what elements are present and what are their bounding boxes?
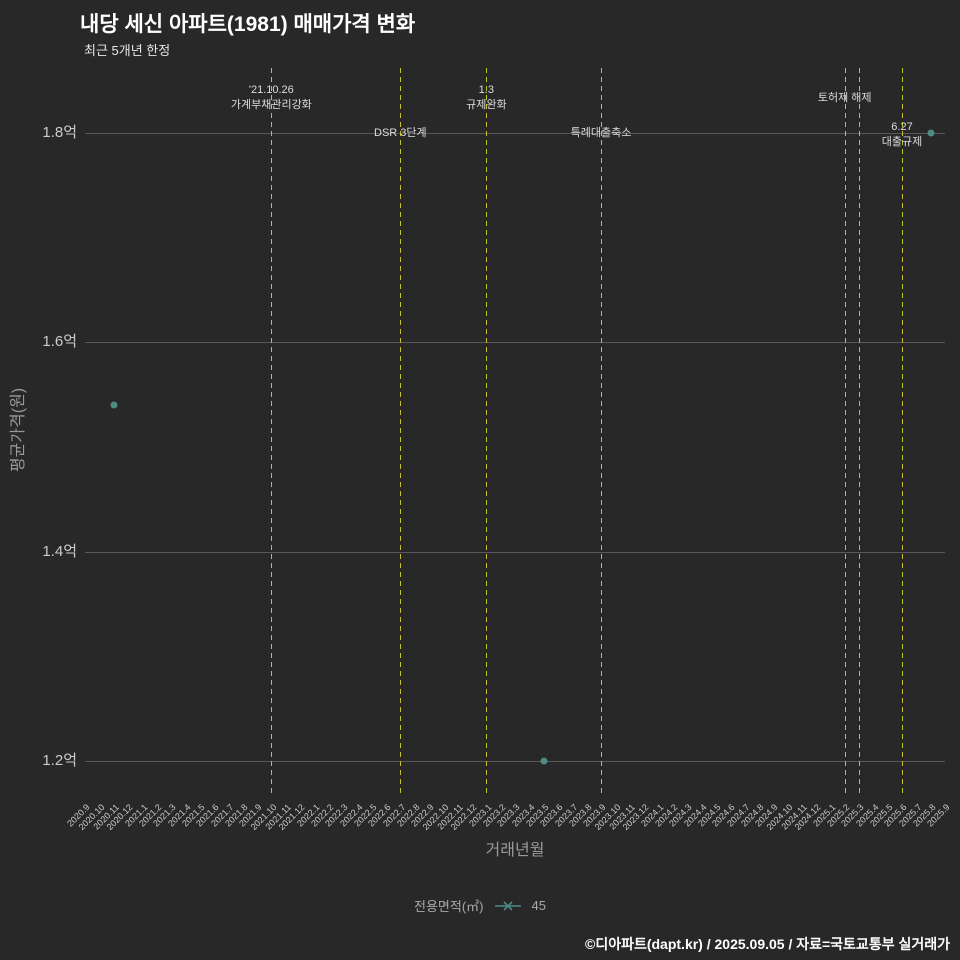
legend: 전용면적(㎡) 45 <box>0 896 960 915</box>
footer-credit: ©디아파트(dapt.kr) / 2025.09.05 / 자료=국토교통부 실… <box>585 936 950 952</box>
event-annotation: '21.10.26 가계부채관리강화 <box>231 83 312 113</box>
y-tick-label: 1.6억 <box>42 333 77 351</box>
chart-title: 내당 세신 아파트(1981) 매매가격 변화 <box>80 13 416 36</box>
event-annotation-line: '21.10.26 <box>248 84 294 96</box>
event-annotation: DSR 3단계 <box>374 126 427 141</box>
event-annotation-line: 특례대출축소 <box>570 127 632 139</box>
event-annotation: 1.3 규제완화 <box>466 83 506 113</box>
chart-subtitle: 최근 5개년 한정 <box>84 43 171 58</box>
event-annotation-line: 6.27 <box>891 121 913 133</box>
data-point <box>540 757 548 765</box>
legend-series-name: 45 <box>531 898 546 913</box>
gridline <box>85 342 945 344</box>
event-annotation: 6.27 대출규제 <box>882 120 922 150</box>
event-line <box>400 68 402 795</box>
legend-series-marker-icon <box>494 900 521 911</box>
legend-label: 전용면적(㎡) <box>414 899 484 914</box>
event-annotation: 토허제 해제 <box>818 91 872 106</box>
x-axis-label: 거래년월 <box>485 842 545 859</box>
y-tick-label: 1.4억 <box>42 542 77 560</box>
data-point <box>110 401 118 409</box>
event-annotation-line: 가계부채관리강화 <box>230 99 312 111</box>
data-point <box>927 129 935 137</box>
gridline <box>85 132 945 134</box>
gridline <box>85 760 945 762</box>
event-annotation-line: 1.3 <box>478 84 494 96</box>
y-tick-label: 1.8억 <box>42 123 77 141</box>
event-annotation: 특례대출축소 <box>571 126 632 141</box>
event-annotation-line: DSR 3단계 <box>374 127 427 139</box>
event-line <box>486 68 488 795</box>
event-line <box>859 68 860 795</box>
event-line <box>271 68 273 795</box>
gridline <box>85 551 945 553</box>
event-line <box>601 68 602 795</box>
event-annotation-line: 규제완화 <box>466 99 507 111</box>
event-annotation-line: 토허제 해제 <box>817 92 872 104</box>
event-line <box>902 68 903 795</box>
y-tick-label: 1.2억 <box>42 751 77 769</box>
event-annotation-line: 대출규제 <box>881 136 923 148</box>
event-line <box>844 68 846 795</box>
